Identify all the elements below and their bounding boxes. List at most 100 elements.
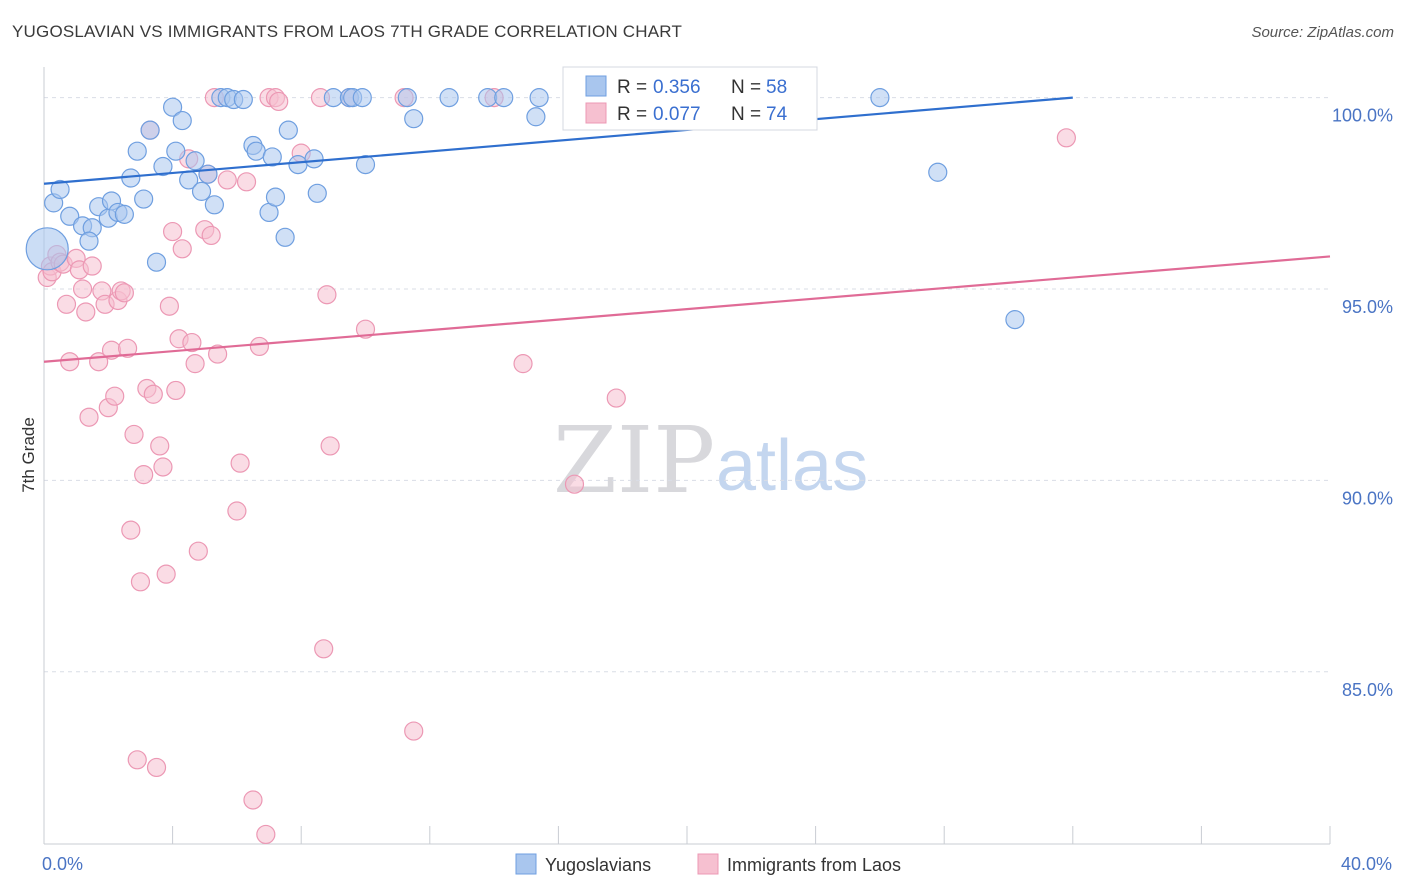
grid xyxy=(44,97,1330,673)
point-laos xyxy=(606,388,626,408)
point-laos xyxy=(256,824,276,845)
point-laos xyxy=(143,384,163,404)
point-laos xyxy=(121,520,141,540)
point-laos xyxy=(230,453,250,473)
point-laos xyxy=(227,501,247,521)
point-laos xyxy=(172,239,192,259)
point-laos xyxy=(513,354,533,374)
legend-series-swatch-blue xyxy=(515,853,537,875)
point-laos xyxy=(72,279,93,299)
point-yugoslavian xyxy=(526,107,546,127)
point-laos xyxy=(82,256,102,276)
point-yugoslavian xyxy=(60,206,80,226)
point-yugoslavian xyxy=(478,88,498,108)
trend-line-yugoslavians xyxy=(43,96,1073,185)
point-laos xyxy=(105,386,125,406)
point-yugoslavian xyxy=(25,227,69,271)
point-yugoslavian xyxy=(870,88,890,108)
chart-source: Source: ZipAtlas.com xyxy=(1251,24,1394,41)
point-laos xyxy=(182,332,202,353)
legend-r-value-pink: 0.077 xyxy=(653,104,701,125)
point-yugoslavian xyxy=(304,149,324,169)
point-laos xyxy=(217,170,237,190)
point-laos xyxy=(134,465,154,485)
point-laos xyxy=(159,296,179,316)
legend-n-value-blue: 58 xyxy=(766,77,787,98)
point-laos xyxy=(146,757,167,778)
point-yugoslavian xyxy=(246,141,266,161)
legend-n-label-pink: N = xyxy=(731,104,761,125)
point-yugoslavian xyxy=(265,187,286,207)
point-yugoslavian xyxy=(166,141,186,161)
point-laos xyxy=(56,294,77,314)
y-tick-label: 85.0% xyxy=(1342,680,1393,700)
x-tick-label-max: 40.0% xyxy=(1341,854,1392,874)
x-tick-label-min: 0.0% xyxy=(42,854,83,874)
legend-series: Yugoslavians Immigrants from Laos xyxy=(515,853,901,875)
point-yugoslavian xyxy=(185,151,205,171)
point-yugoslavian xyxy=(1005,310,1025,330)
point-laos xyxy=(166,380,186,401)
point-laos xyxy=(150,436,170,456)
axes xyxy=(43,67,1331,845)
legend-swatch-blue xyxy=(585,75,607,97)
point-laos xyxy=(249,336,270,357)
point-laos xyxy=(269,91,289,112)
point-yugoslavian xyxy=(404,109,424,129)
trend-line-laos xyxy=(43,255,1331,363)
legend-n-value-pink: 74 xyxy=(766,104,788,125)
legend-n-label-blue: N = xyxy=(731,77,761,98)
point-laos xyxy=(314,639,334,659)
point-yugoslavian xyxy=(233,89,253,110)
point-yugoslavian xyxy=(172,110,192,131)
point-laos xyxy=(201,225,221,246)
series-yugoslavians-points xyxy=(25,88,1025,330)
point-yugoslavian xyxy=(278,120,298,140)
point-yugoslavian xyxy=(494,88,514,108)
point-yugoslavian xyxy=(439,88,459,108)
point-yugoslavian xyxy=(134,189,154,209)
point-yugoslavian xyxy=(204,195,224,215)
legend-series-swatch-pink xyxy=(697,853,719,875)
point-yugoslavian xyxy=(323,88,343,108)
point-yugoslavian xyxy=(529,88,549,108)
point-yugoslavian xyxy=(198,164,218,184)
legend-series-label-blue: Yugoslavians xyxy=(545,855,651,875)
point-laos xyxy=(1056,128,1076,148)
watermark-zip: ZIP xyxy=(553,407,715,514)
point-laos xyxy=(188,541,208,561)
point-laos xyxy=(236,172,257,192)
point-yugoslavian xyxy=(352,88,372,108)
y-tick-label: 90.0% xyxy=(1342,488,1393,508)
point-yugoslavian xyxy=(163,97,183,117)
point-yugoslavian xyxy=(127,141,147,161)
point-yugoslavian xyxy=(191,181,212,201)
point-laos xyxy=(76,302,96,322)
point-laos xyxy=(79,407,99,427)
point-laos xyxy=(124,424,144,445)
legend-r-label-pink: R = xyxy=(617,104,647,125)
point-laos xyxy=(243,790,263,810)
y-tick-label: 95.0% xyxy=(1342,297,1393,317)
point-laos xyxy=(355,319,376,339)
point-yugoslavian xyxy=(397,88,417,108)
point-laos xyxy=(127,750,147,770)
legend-stats: R = 0.356 N = 58 R = 0.077 N = 74 xyxy=(562,66,818,131)
legend-series-label-pink: Immigrants from Laos xyxy=(727,855,901,875)
point-yugoslavian xyxy=(275,227,295,247)
point-yugoslavian xyxy=(288,155,308,175)
point-yugoslavian xyxy=(153,156,173,177)
point-laos xyxy=(163,221,183,242)
legend-r-value-blue: 0.356 xyxy=(653,77,701,98)
y-axis-title: 7th Grade xyxy=(19,417,38,493)
legend-swatch-pink xyxy=(585,102,607,124)
point-laos xyxy=(130,572,151,592)
point-yugoslavian xyxy=(146,252,167,272)
point-laos xyxy=(208,344,228,364)
point-laos xyxy=(404,721,424,741)
legend-r-label-blue: R = xyxy=(617,77,647,98)
point-yugoslavian xyxy=(140,120,160,140)
watermark-atlas: atlas xyxy=(716,426,868,506)
point-laos xyxy=(117,338,138,358)
chart-title: YUGOSLAVIAN VS IMMIGRANTS FROM LAOS 7TH … xyxy=(12,22,683,41)
